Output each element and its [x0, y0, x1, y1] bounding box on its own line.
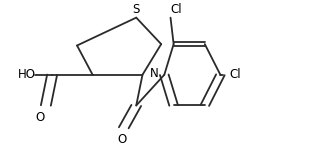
Text: Cl: Cl — [171, 3, 182, 16]
Text: HO: HO — [18, 68, 36, 81]
Text: O: O — [118, 133, 127, 146]
Text: O: O — [35, 111, 44, 124]
Text: S: S — [133, 3, 140, 15]
Text: N: N — [150, 67, 159, 80]
Text: Cl: Cl — [230, 68, 241, 81]
